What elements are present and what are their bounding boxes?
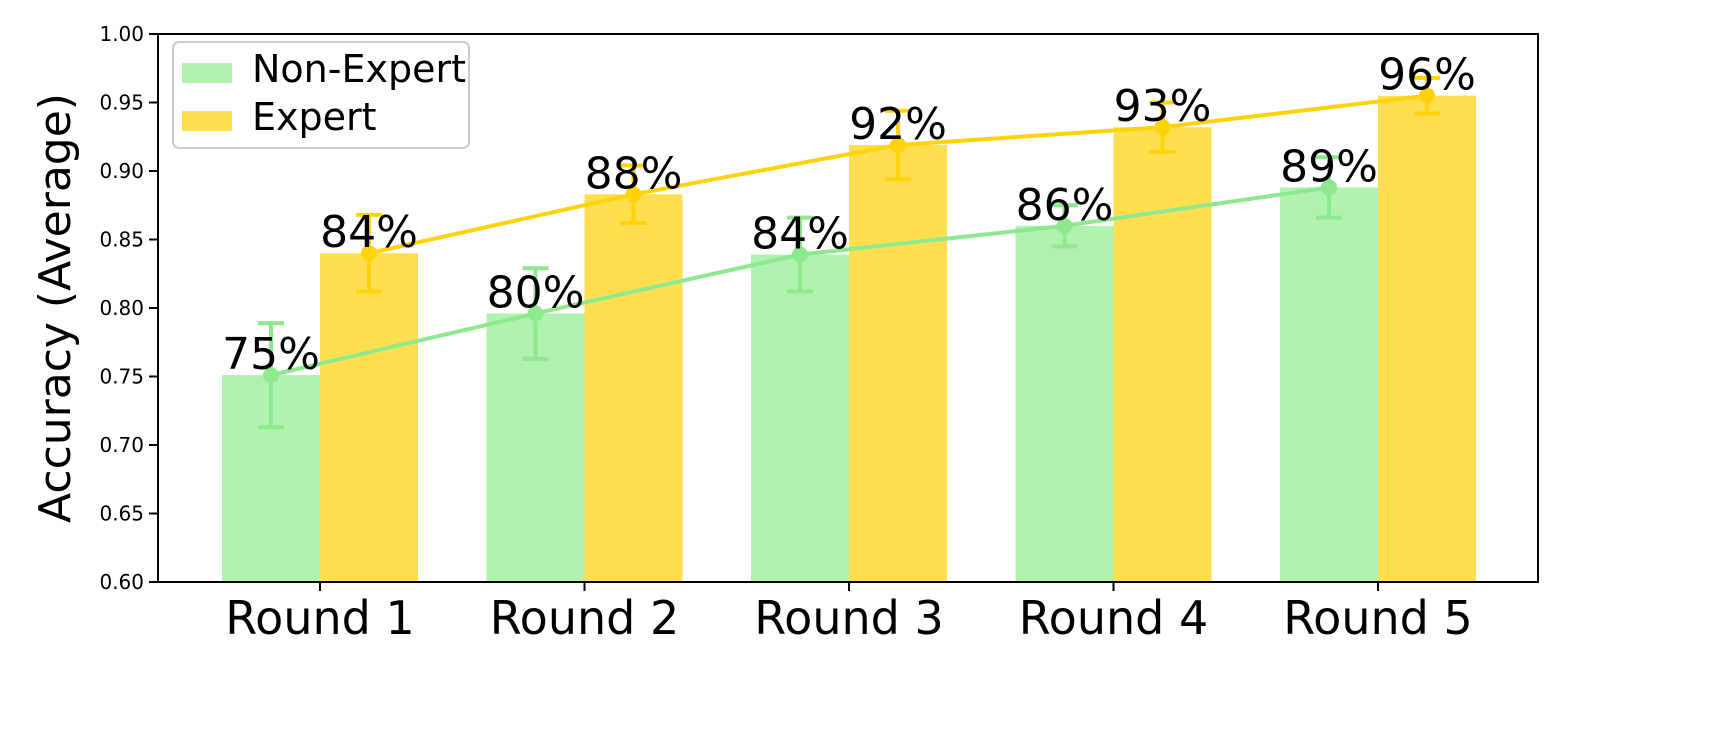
point-expert-3 [890,136,906,153]
data-label-expert-1: 84% [320,207,418,258]
bar-expert-5 [1378,95,1476,583]
data-label-expert-5: 96% [1378,50,1476,101]
x-tick-label: Round 2 [490,591,679,645]
data-labels-layer: 75% 80% 84% 86% 89% 84% 88% 92% 93% 96% [222,50,1476,380]
legend-swatch-non-expert [182,63,232,83]
data-label-non-expert-1: 75% [222,329,320,380]
point-expert-1 [361,245,377,262]
bar-expert-1 [320,253,418,582]
point-expert-5 [1419,87,1435,104]
bar-expert-4 [1113,127,1212,582]
x-tick-label: Round 1 [225,591,414,645]
point-expert-2 [625,186,642,203]
bar-non-expert-5 [1280,187,1378,582]
y-tick-label: 0.75 [99,365,144,389]
bars-layer [222,95,1476,583]
data-label-non-expert-3: 84% [751,209,849,260]
point-non-expert-5 [1321,179,1337,196]
bar-non-expert-3 [751,254,849,582]
trend-lines-layer [263,87,1435,384]
data-label-expert-3: 92% [849,99,947,150]
y-tick-label: 0.90 [99,159,144,183]
bar-expert-2 [584,194,683,583]
data-label-expert-2: 88% [585,148,683,199]
data-label-non-expert-2: 80% [487,267,585,318]
x-tick-label: Round 4 [1019,591,1208,645]
y-axis: 0.60 0.65 0.70 0.75 0.80 0.85 0.90 0.95 1.00 [99,22,158,594]
data-label-expert-4: 93% [1114,81,1212,132]
legend-label-non-expert: Non-Expert [252,47,466,91]
x-axis: Round 1 Round 2 Round 3 Round 4 Round 5 [225,582,1473,645]
data-label-non-expert-5: 89% [1280,141,1378,192]
y-tick-label: 0.95 [99,91,144,115]
point-non-expert-4 [1056,217,1073,234]
y-tick-label: 0.60 [99,570,144,594]
y-axis-label: Accuracy (Average) [30,93,81,523]
legend-label-expert: Expert [252,95,377,139]
y-tick-label: 0.80 [99,296,144,320]
x-tick-label: Round 3 [754,591,943,645]
bar-expert-3 [849,144,947,582]
bar-non-expert-4 [1015,225,1114,583]
y-tick-label: 0.70 [99,433,144,457]
legend-box [172,41,470,149]
legend-swatch-expert [182,111,232,131]
point-non-expert-2 [527,305,544,322]
x-tick-label: Round 5 [1283,591,1472,645]
point-expert-4 [1154,119,1171,136]
data-label-non-expert-4: 86% [1016,180,1114,231]
y-tick-label: 0.85 [99,228,144,252]
point-non-expert-1 [263,367,279,384]
point-non-expert-3 [792,246,808,263]
y-tick-label: 0.65 [99,502,144,526]
y-tick-label: 1.00 [99,22,144,46]
